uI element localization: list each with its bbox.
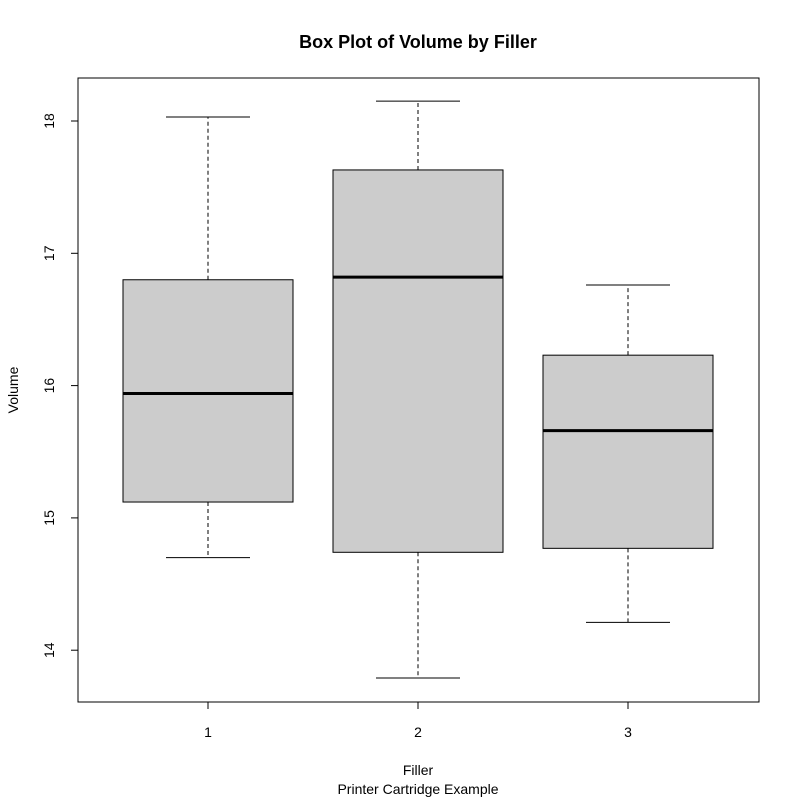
y-tick-label-15: 15 [41,510,57,526]
boxes-layer [122,100,714,679]
box-group-3 [542,284,714,623]
x-tick-label-1: 1 [204,724,212,740]
x-tick-label-3: 3 [624,724,632,740]
box-group-2 [332,100,504,679]
box-2 [332,169,504,553]
y-axis: 14 15 16 17 18 [41,113,78,658]
y-tick-label-18: 18 [41,113,57,129]
y-axis-label: Volume [5,366,21,413]
y-tick-label-16: 16 [41,378,57,394]
x-axis: 1 2 3 [204,702,632,740]
x-tick-label-2: 2 [414,724,422,740]
x-axis-label: Filler [403,762,434,778]
chart-title: Box Plot of Volume by Filler [299,32,537,52]
y-tick-label-17: 17 [41,245,57,261]
box-3 [542,354,714,549]
box-group-1 [122,116,294,559]
box-1 [122,279,294,503]
y-tick-label-14: 14 [41,642,57,658]
chart-subtitle: Printer Cartridge Example [337,781,498,797]
